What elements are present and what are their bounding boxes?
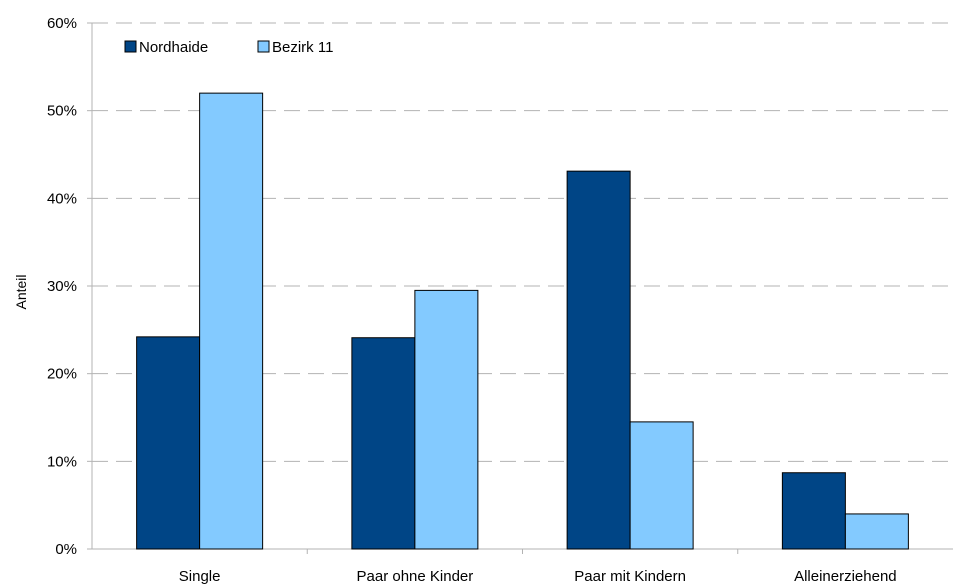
y-tick-label: 20%: [47, 366, 77, 383]
y-axis-label: Anteil: [13, 274, 29, 309]
bar: [414, 289, 479, 550]
y-tick-label: 60%: [47, 15, 77, 32]
x-tick-label: Paar mit Kindern: [574, 568, 686, 585]
y-tick-label: 40%: [47, 190, 77, 207]
y-tick-label: 0%: [55, 541, 77, 558]
y-tick-label: 30%: [47, 278, 77, 295]
x-tick-labels: Single Paar ohne Kinder Paar mit Kindern Al…: [179, 568, 897, 585]
legend-swatch: [257, 40, 270, 53]
y-tick-label: 50%: [47, 103, 77, 120]
bar: [629, 421, 694, 550]
bar: [566, 170, 631, 550]
y-tick-label: 10%: [47, 453, 77, 470]
bars: [136, 92, 909, 550]
legend: Nordhaide Bezirk 11: [124, 39, 333, 56]
bar: [199, 92, 264, 550]
legend-swatch: [124, 40, 137, 53]
bar: [781, 472, 846, 550]
bar: [844, 513, 909, 550]
bar: [351, 337, 416, 550]
x-tick-label: Alleinerziehend: [794, 568, 897, 585]
legend-label: Bezirk 11: [272, 39, 333, 56]
x-tick-label: Single: [179, 568, 221, 585]
x-tick-label: Paar ohne Kinder: [357, 568, 474, 585]
y-tick-labels: 0% 10% 20% 30% 40% 50% 60%: [47, 15, 77, 558]
legend-label: Nordhaide: [139, 39, 208, 56]
bar: [136, 336, 201, 550]
